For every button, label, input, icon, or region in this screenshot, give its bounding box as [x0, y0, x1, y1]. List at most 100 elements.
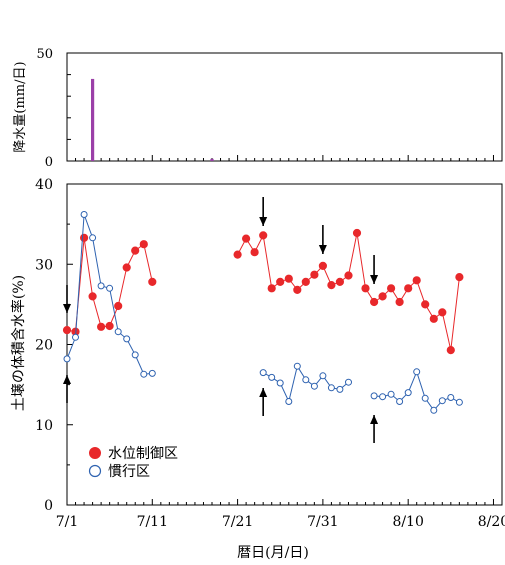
data-point-conventional	[302, 376, 310, 384]
x-tick-label: 8/20	[478, 514, 505, 530]
data-point-controlled	[318, 261, 327, 270]
precip-ytick-min: 0	[45, 155, 53, 170]
data-point-controlled	[284, 274, 293, 283]
data-point-conventional	[140, 370, 148, 378]
data-point-controlled	[370, 297, 379, 307]
x-tick-label: 7/11	[137, 514, 168, 530]
precipitation-panel: 50 0 降水量(mm/日)	[13, 47, 503, 170]
data-point-conventional	[259, 369, 267, 377]
down-arrow-head	[318, 245, 327, 254]
precip-bars	[90, 78, 214, 161]
data-point-controlled	[446, 346, 455, 355]
data-point-controlled	[148, 277, 157, 286]
data-point-controlled	[361, 284, 370, 293]
data-point-conventional	[396, 398, 404, 405]
moisture-y-tick-label: 40	[35, 177, 53, 193]
precip-ytick-max: 50	[36, 47, 53, 62]
precip-bar	[90, 78, 95, 161]
down-arrow-head	[63, 304, 71, 313]
data-point-controlled	[412, 276, 421, 285]
data-point-controlled	[455, 273, 464, 282]
data-point-conventional	[413, 368, 421, 376]
legend: 水位制御区 慣行区	[88, 446, 178, 480]
data-point-controlled	[114, 301, 123, 311]
moisture-y-tick-label: 30	[35, 257, 53, 273]
data-point-controlled	[97, 322, 106, 331]
data-point-conventional	[131, 351, 139, 359]
data-point-controlled	[250, 248, 259, 257]
data-point-conventional	[404, 389, 412, 397]
data-point-controlled	[421, 300, 430, 309]
data-point-conventional	[276, 379, 284, 387]
data-point-controlled	[378, 292, 387, 301]
data-point-controlled	[259, 231, 268, 240]
moisture-panel: 0 10 20 30 40 7/1 7/11 7/21 7/31 8/10 8/20 土壌の体積含…	[10, 177, 505, 561]
data-point-conventional	[106, 284, 114, 292]
precip-plot-frame	[66, 52, 503, 162]
data-point-conventional	[379, 393, 387, 401]
data-point-controlled	[131, 246, 140, 255]
series-line-conventional	[66, 214, 153, 375]
data-point-conventional	[421, 394, 429, 402]
data-point-controlled	[233, 250, 242, 259]
data-point-conventional	[114, 328, 122, 336]
data-point-conventional	[455, 398, 463, 406]
data-point-controlled	[80, 233, 89, 242]
moisture-series	[62, 211, 464, 414]
data-point-controlled	[242, 234, 251, 243]
moisture-x-ticks: 7/1 7/11 7/21 7/31 8/10 8/20	[56, 499, 505, 530]
legend-label-controlled: 水位制御区	[108, 446, 178, 462]
x-axis-label: 暦日(月/日)	[237, 545, 309, 561]
data-point-controlled	[327, 281, 336, 290]
data-point-controlled	[122, 263, 131, 272]
moisture-y-axis-label: 土壌の体積含水率(%)	[10, 275, 27, 411]
data-point-conventional	[370, 392, 378, 400]
data-point-conventional	[327, 384, 335, 392]
legend-label-conventional: 慣行区	[108, 463, 150, 480]
data-point-controlled	[438, 308, 447, 317]
series-line-conventional	[262, 364, 349, 404]
data-point-conventional	[430, 406, 438, 414]
data-point-conventional	[293, 362, 301, 370]
data-point-controlled	[139, 240, 148, 249]
x-tick-label: 8/10	[392, 514, 423, 530]
x-tick-label: 7/21	[222, 514, 253, 530]
moisture-y-tick-label: 0	[44, 498, 53, 514]
data-point-conventional	[285, 398, 293, 405]
data-point-controlled	[335, 277, 344, 286]
data-point-conventional	[72, 333, 79, 341]
precip-bar	[210, 158, 214, 161]
data-point-controlled	[267, 284, 276, 293]
data-point-controlled	[344, 271, 353, 280]
x-tick-label: 7/1	[56, 514, 79, 530]
data-point-conventional	[89, 234, 97, 242]
data-point-controlled	[395, 297, 404, 307]
data-point-conventional	[148, 369, 156, 377]
data-point-conventional	[63, 355, 71, 363]
data-point-conventional	[123, 335, 131, 343]
data-point-controlled	[276, 277, 285, 286]
series-line-conventional	[374, 370, 460, 412]
data-point-conventional	[268, 373, 276, 381]
data-point-controlled	[293, 285, 302, 294]
data-point-conventional	[387, 390, 395, 398]
moisture-y-tick-label: 10	[35, 418, 53, 434]
data-point-controlled	[105, 321, 114, 331]
moisture-y-tick-label: 20	[35, 338, 53, 354]
data-point-conventional	[80, 211, 88, 218]
x-tick-label: 7/31	[307, 514, 338, 530]
moisture-y-ticks: 0 10 20 30 40	[35, 177, 73, 514]
data-point-controlled	[429, 314, 438, 323]
data-point-conventional	[438, 397, 446, 405]
up-arrow-head	[370, 415, 379, 424]
up-arrow-head	[63, 375, 71, 384]
data-point-controlled	[404, 284, 413, 293]
irrigation-arrows	[63, 197, 379, 443]
legend-marker-conventional	[88, 464, 102, 478]
data-point-conventional	[310, 382, 318, 390]
down-arrow-head	[259, 217, 268, 226]
data-point-conventional	[447, 394, 455, 401]
data-point-controlled	[88, 292, 97, 301]
precip-y-axis-label: 降水量(mm/日)	[13, 61, 28, 152]
